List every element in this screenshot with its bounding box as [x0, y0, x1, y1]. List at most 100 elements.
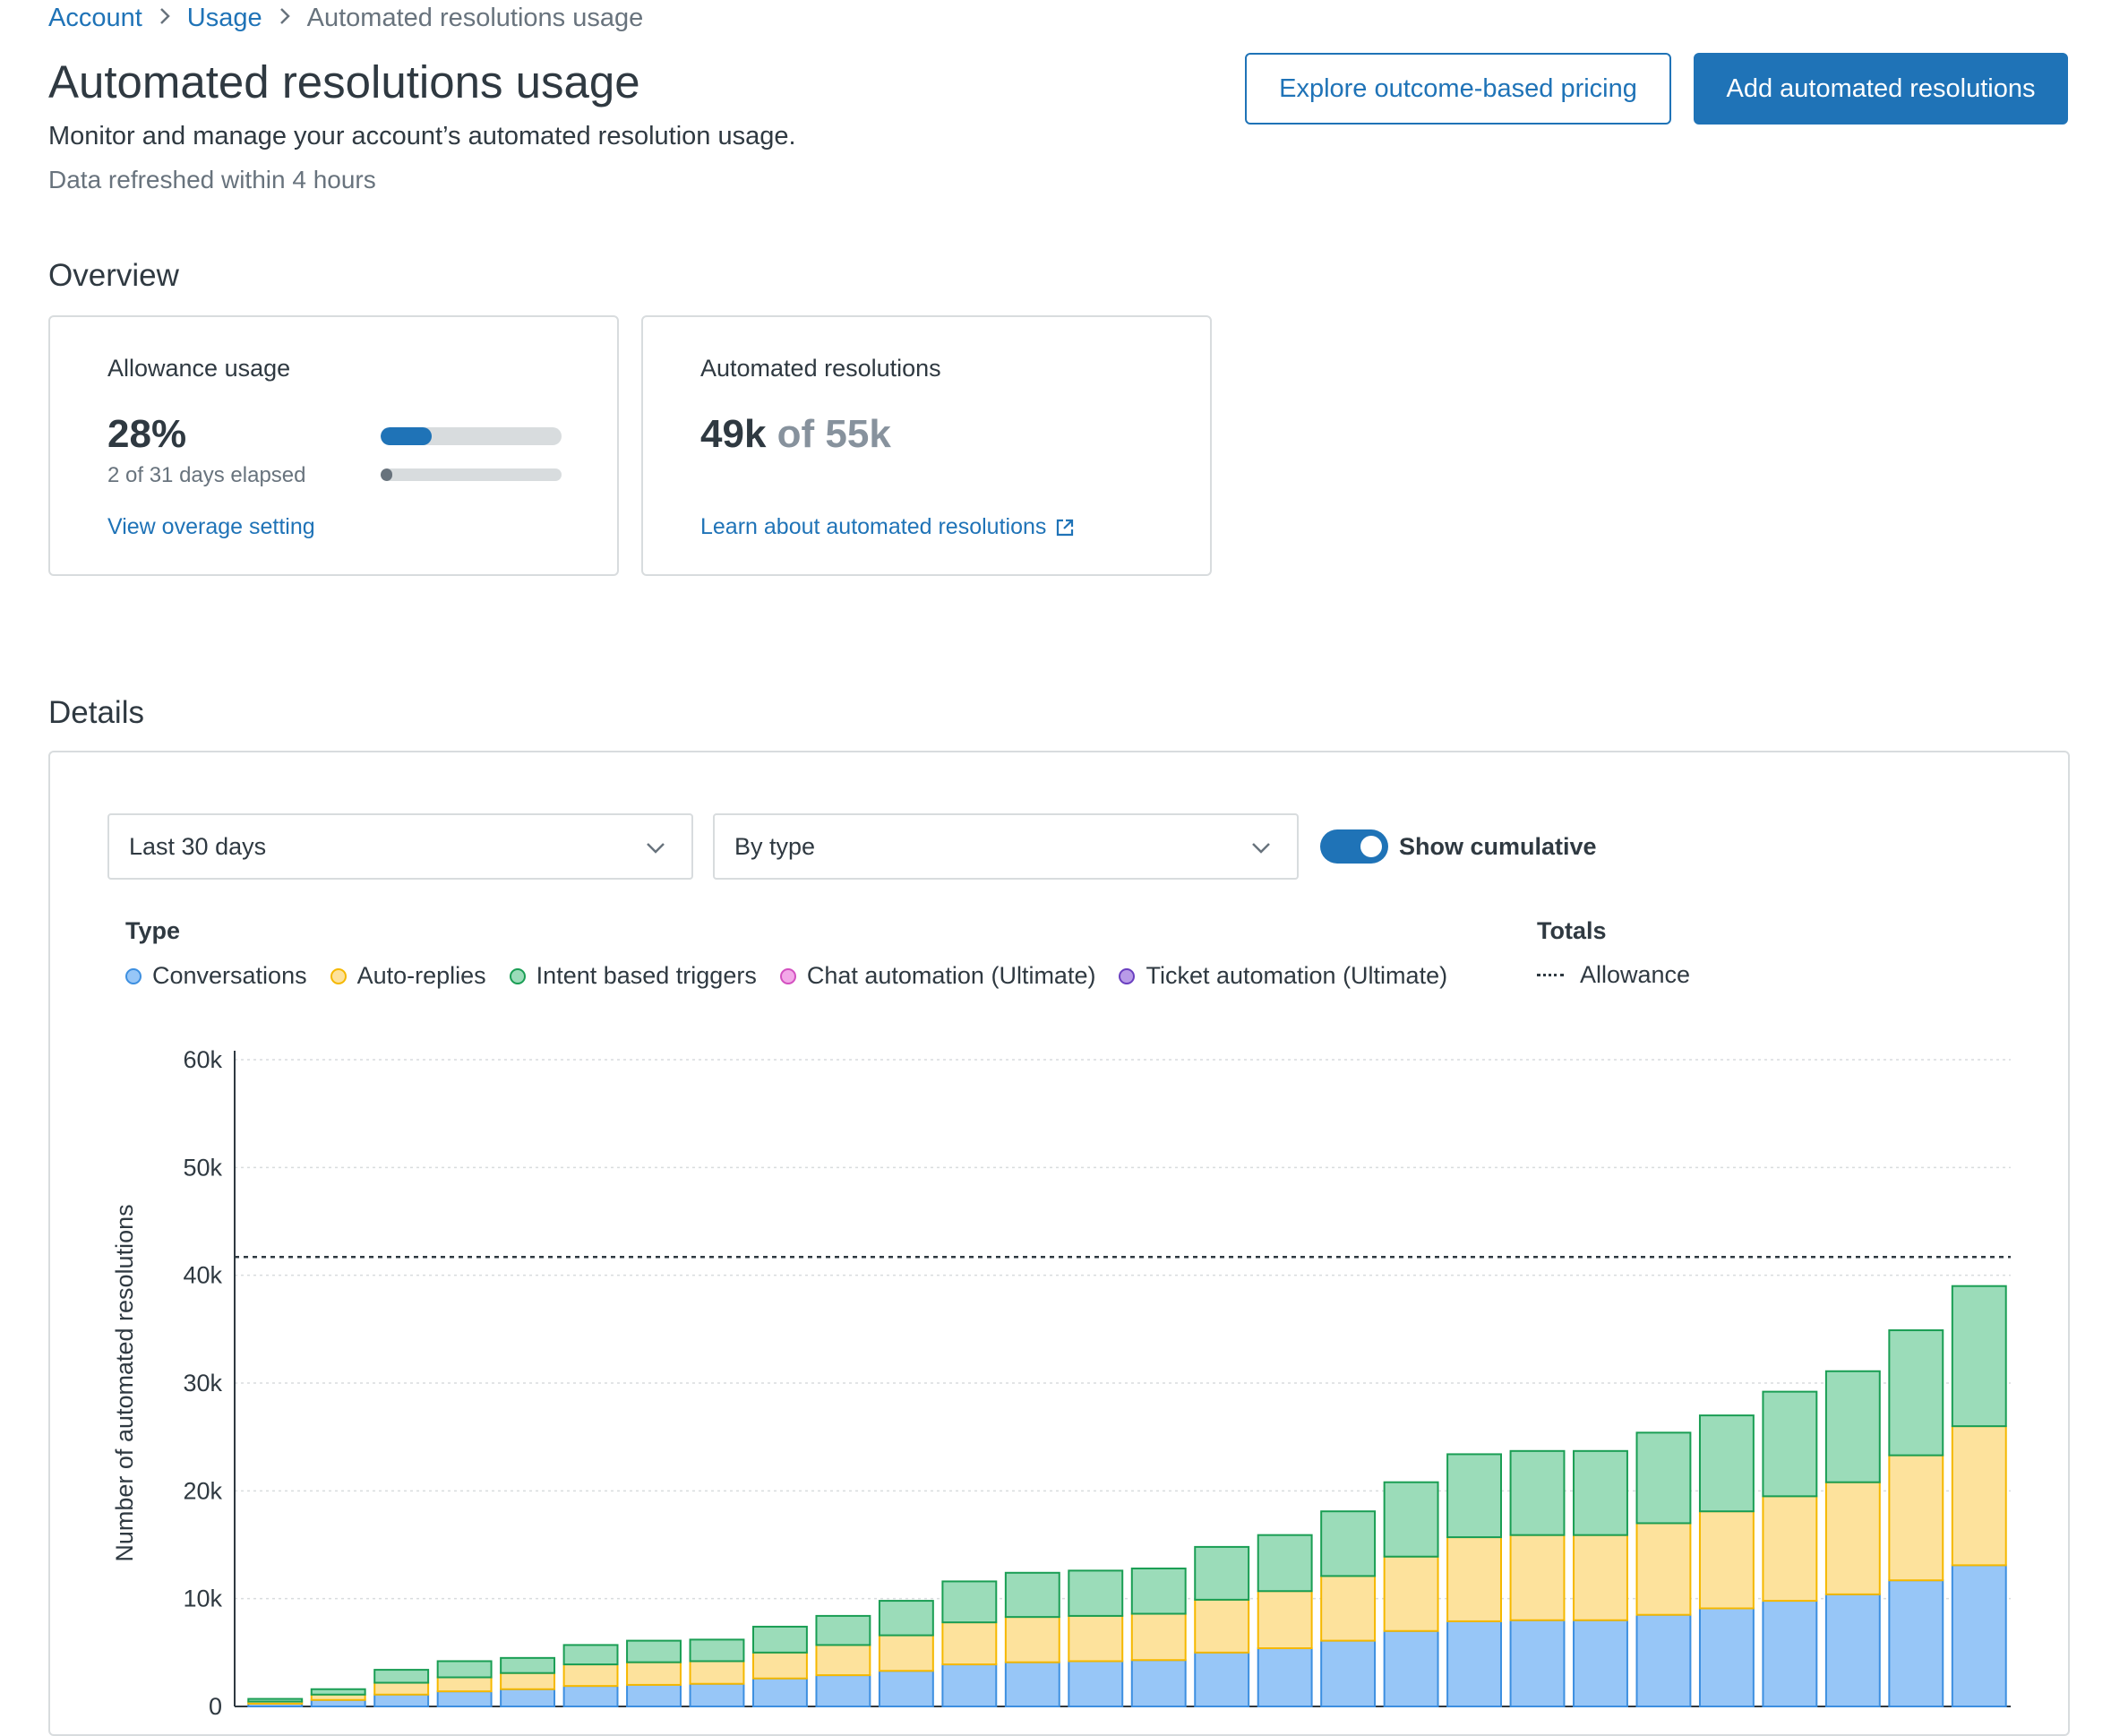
group-by-select[interactable]: By type	[713, 813, 1299, 880]
bar-segment	[1194, 1651, 1250, 1707]
toggle-knob	[1360, 836, 1382, 857]
chevron-right-icon	[279, 4, 291, 32]
learn-resolutions-link[interactable]: Learn about automated resolutions	[700, 514, 1075, 540]
bar-segment	[1446, 1620, 1503, 1707]
bar-segment	[689, 1660, 745, 1685]
bar-segment	[1257, 1647, 1313, 1708]
bar-segment	[1762, 1600, 1818, 1707]
bar-segment	[1635, 1522, 1692, 1616]
add-resolutions-button[interactable]: Add automated resolutions	[1694, 53, 2068, 125]
bar-segment	[373, 1681, 430, 1696]
legend-label: Auto-replies	[356, 962, 486, 989]
bar-segment	[562, 1663, 619, 1688]
legend-item[interactable]: Intent based triggers	[509, 962, 757, 990]
bar-segment	[1004, 1661, 1060, 1707]
bar-segment	[1068, 1660, 1124, 1708]
y-axis-title: Number of automated resolutions	[111, 1204, 138, 1561]
allowance-progress-fill	[381, 427, 432, 445]
chat-automation-legend-dot	[779, 967, 796, 984]
bar-segment	[1573, 1619, 1628, 1708]
bar-segment	[1446, 1453, 1503, 1539]
legend-label: Intent based triggers	[536, 962, 757, 989]
bar-segment	[815, 1644, 871, 1677]
view-overage-link[interactable]: View overage setting	[107, 514, 315, 539]
breadcrumb-usage-link[interactable]: Usage	[186, 4, 262, 32]
legend-item[interactable]: Chat automation (Ultimate)	[779, 962, 1096, 990]
allowance-usage-card: Allowance usage 28% 2 of 31 days elapsed…	[48, 315, 619, 576]
allowance-usage-label: Allowance usage	[107, 355, 291, 382]
legend-item[interactable]: Ticket automation (Ultimate)	[1119, 962, 1447, 990]
legend-label: Chat automation (Ultimate)	[806, 962, 1096, 989]
page-title: Automated resolutions usage	[48, 56, 640, 107]
bar-segment	[689, 1682, 745, 1707]
allowance-dotted-line-icon	[1537, 974, 1564, 976]
automated-resolutions-card: Automated resolutions 49k of 55k Learn a…	[641, 315, 1212, 576]
bar-segment	[626, 1639, 682, 1663]
intent-triggers-legend-dot	[509, 967, 526, 984]
bar-segment	[1698, 1414, 1755, 1513]
bar-segment	[1004, 1616, 1060, 1663]
explore-pricing-button[interactable]: Explore outcome-based pricing	[1245, 53, 1671, 125]
bar-segment	[1130, 1567, 1187, 1615]
automated-resolutions-label: Automated resolutions	[700, 355, 941, 382]
auto-replies-legend-dot	[330, 967, 347, 984]
bar-segment	[815, 1674, 871, 1707]
bar-segment	[1320, 1575, 1377, 1642]
bar-segment	[500, 1672, 556, 1690]
bar-segment	[1383, 1555, 1439, 1632]
legend-item[interactable]: Conversations	[125, 962, 307, 990]
bar-segment	[436, 1690, 493, 1707]
bar-segment	[1446, 1536, 1503, 1622]
bar-segment	[1824, 1481, 1881, 1595]
resolutions-stacked-bar-chart: 0 10k 20k 30k 40k 50k 60k Number of automated r…	[111, 1046, 2011, 1715]
bar-segment	[1130, 1612, 1187, 1662]
chevron-down-icon	[645, 837, 666, 864]
y-tick-label: 10k	[183, 1586, 222, 1612]
type-legend: Conversations Auto-replies Intent based …	[125, 962, 1471, 990]
legend-item[interactable]: Auto-replies	[330, 962, 486, 990]
bar-segment	[1762, 1390, 1818, 1498]
bar-segment	[1888, 1454, 1944, 1582]
show-cumulative-label: Show cumulative	[1399, 833, 1597, 860]
chevron-down-icon	[1250, 837, 1272, 864]
bar-segment	[1888, 1579, 1944, 1708]
date-range-value: Last 30 days	[129, 832, 267, 860]
bar-segment	[1004, 1571, 1060, 1619]
bar-segment	[1698, 1510, 1755, 1610]
bar-segment	[1698, 1607, 1755, 1707]
date-range-select[interactable]: Last 30 days	[107, 813, 693, 880]
days-progress-fill	[381, 468, 393, 481]
bar-segment	[878, 1600, 934, 1637]
bar-segment	[310, 1688, 366, 1696]
bar-segment	[1573, 1449, 1628, 1536]
show-cumulative-toggle[interactable]	[1320, 829, 1388, 864]
bar-segment	[1194, 1545, 1250, 1601]
allowance-legend-label: Allowance	[1580, 961, 1691, 988]
bar-segment	[1951, 1425, 2007, 1567]
bar-segment	[815, 1614, 871, 1646]
bar-segment	[436, 1660, 493, 1679]
bar-segment	[751, 1625, 808, 1654]
y-tick-label: 60k	[183, 1046, 222, 1073]
bar-segment	[1824, 1370, 1881, 1483]
bar-segment	[1509, 1619, 1566, 1708]
legend-label: Ticket automation (Ultimate)	[1146, 962, 1448, 989]
details-heading: Details	[48, 695, 144, 730]
y-tick-label: 50k	[183, 1154, 222, 1181]
ticket-automation-legend-dot	[1119, 967, 1136, 984]
bar-segment	[626, 1683, 682, 1708]
bar-segment	[310, 1698, 366, 1708]
bar-segment	[1383, 1629, 1439, 1707]
breadcrumb-account-link[interactable]: Account	[48, 4, 142, 32]
bar-segment	[373, 1669, 430, 1684]
group-by-value: By type	[734, 832, 816, 860]
days-elapsed-text: 2 of 31 days elapsed	[107, 463, 306, 487]
refresh-note: Data refreshed within 4 hours	[48, 166, 376, 193]
bar-segment	[1068, 1614, 1124, 1663]
legend-label: Conversations	[152, 962, 307, 989]
learn-resolutions-label: Learn about automated resolutions	[700, 514, 1047, 539]
bar-segment	[878, 1634, 934, 1672]
bar-segment	[500, 1656, 556, 1674]
bar-segment	[626, 1661, 682, 1686]
bar-segment	[1635, 1613, 1692, 1708]
